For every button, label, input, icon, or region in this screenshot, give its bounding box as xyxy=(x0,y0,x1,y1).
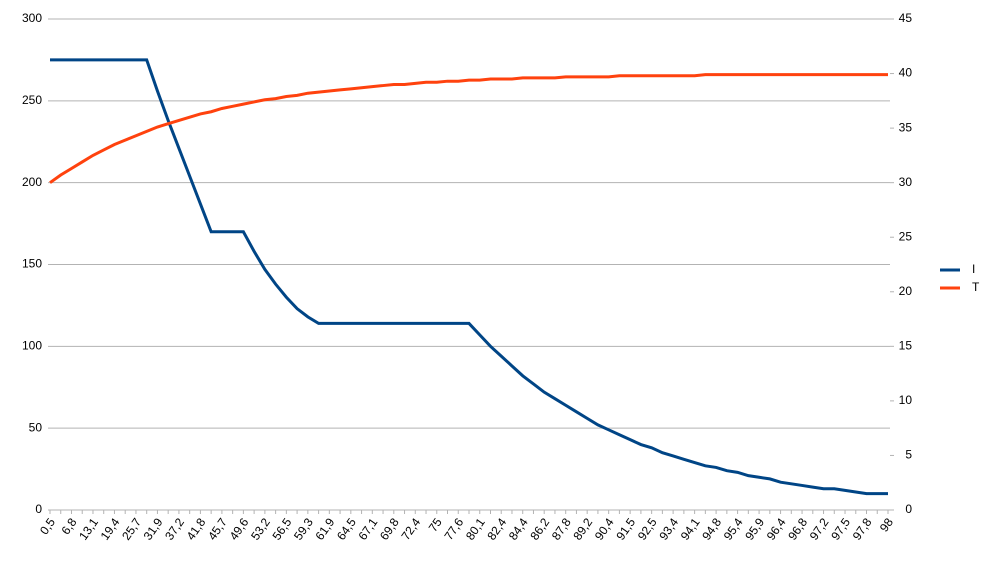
x-tick-label: 90,4 xyxy=(592,515,617,542)
x-tick-label: 97,5 xyxy=(828,515,853,542)
y-tick-label: 100 xyxy=(22,339,42,353)
x-tick-label: 56,5 xyxy=(270,515,295,542)
x-tick-label: 59,3 xyxy=(291,515,316,542)
y-tick-label: 150 xyxy=(22,257,42,271)
legend-label: I xyxy=(972,262,975,276)
x-tick-label: 80,1 xyxy=(463,515,488,542)
x-tick-label: 94,8 xyxy=(699,515,724,542)
y2-tick-label: 25 xyxy=(899,229,913,243)
y-tick-label: 200 xyxy=(22,175,42,189)
series-line xyxy=(50,58,888,496)
y2-tick-label: 35 xyxy=(899,120,913,134)
x-tick-label: 75 xyxy=(426,515,445,534)
y-tick-label: 50 xyxy=(29,420,43,434)
legend-label: T xyxy=(972,280,980,294)
y-tick-label: 0 xyxy=(35,502,42,516)
x-tick-label: 91,5 xyxy=(613,515,638,542)
x-tick-label: 97,8 xyxy=(850,515,875,542)
y-tick-label: 300 xyxy=(22,11,42,25)
x-tick-label: 93,4 xyxy=(656,515,681,542)
x-tick-label: 72,4 xyxy=(398,515,423,542)
x-tick-label: 25,7 xyxy=(119,515,144,542)
y2-tick-label: 5 xyxy=(905,448,912,462)
x-tick-label: 45,7 xyxy=(205,515,230,542)
x-tick-label: 82,4 xyxy=(484,515,509,542)
x-tick-label: 89,2 xyxy=(570,515,595,542)
y2-tick-label: 20 xyxy=(899,284,913,298)
x-tick-label: 86,2 xyxy=(527,515,552,542)
x-tick-label: 96,4 xyxy=(764,515,789,542)
y2-tick-label: 0 xyxy=(905,502,912,516)
x-tick-label: 53,2 xyxy=(248,515,273,542)
y2-tick-label: 30 xyxy=(899,175,913,189)
x-tick-label: 64,5 xyxy=(334,515,359,542)
y2-tick-label: 40 xyxy=(899,66,913,80)
x-tick-label: 94,1 xyxy=(678,515,703,542)
x-tick-label: 96,8 xyxy=(785,515,810,542)
x-tick-label: 95,9 xyxy=(742,515,767,542)
y2-tick-label: 15 xyxy=(899,339,913,353)
x-tick-label: 95,4 xyxy=(721,515,746,542)
x-tick-label: 0,5 xyxy=(37,515,58,537)
x-tick-label: 61,9 xyxy=(313,515,338,542)
x-tick-label: 19,4 xyxy=(98,515,123,542)
x-tick-label: 41,8 xyxy=(184,515,209,542)
x-tick-label: 98 xyxy=(877,515,896,534)
x-tick-label: 77,6 xyxy=(441,515,466,542)
x-tick-label: 49,6 xyxy=(227,515,252,542)
x-tick-label: 97,2 xyxy=(807,515,832,542)
series-line xyxy=(49,73,888,184)
x-tick-label: 69,8 xyxy=(377,515,402,542)
x-tick-label: 37,2 xyxy=(162,515,187,542)
x-tick-label: 92,5 xyxy=(635,515,660,542)
y-tick-label: 250 xyxy=(22,93,42,107)
x-tick-label: 13,1 xyxy=(76,515,101,542)
x-tick-label: 84,4 xyxy=(506,515,531,542)
x-tick-label: 87,8 xyxy=(549,515,574,542)
x-tick-label: 67,1 xyxy=(355,515,380,542)
x-tick-label: 31,9 xyxy=(141,515,166,542)
y2-tick-label: 10 xyxy=(899,393,913,407)
y2-tick-label: 45 xyxy=(899,11,913,25)
